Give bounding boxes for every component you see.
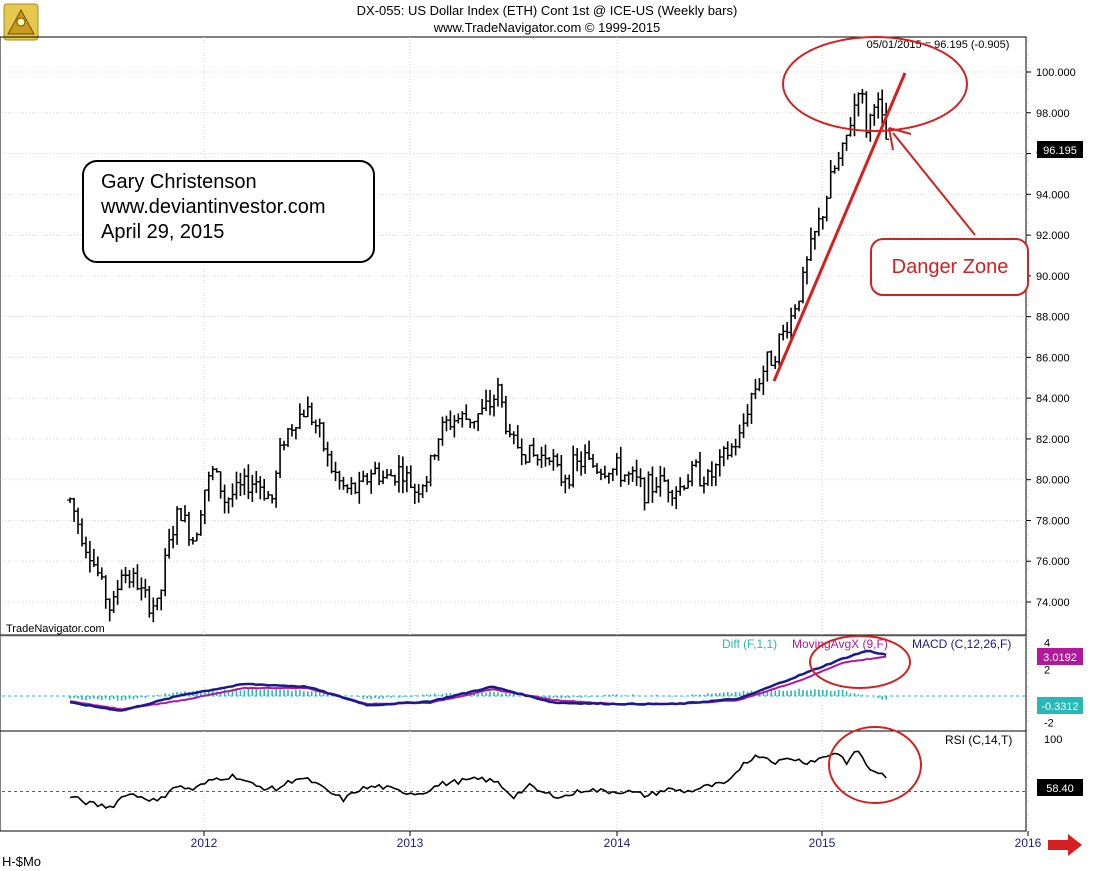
x-tick-label: 2012 — [191, 836, 218, 850]
price-tick-label: 82.000 — [1036, 434, 1070, 446]
diff-value: -0.3312 — [1041, 701, 1078, 713]
price-bars — [67, 88, 890, 623]
rsi-value: 58.40 — [1046, 783, 1074, 795]
macd-signal-legend: MovingAvgX (9,F) — [792, 637, 888, 651]
grid-layer — [2, 37, 1029, 831]
footer-symbol: H-$Mo — [2, 854, 41, 869]
rsi-legend: RSI (C,14,T) — [945, 733, 1012, 747]
rsi-line — [69, 750, 887, 809]
price-tick-label: 74.000 — [1036, 597, 1070, 609]
x-tick-label: 2013 — [397, 836, 424, 850]
price-tick-label: 94.000 — [1036, 189, 1070, 201]
price-tick-label: 78.000 — [1036, 515, 1070, 527]
author-date: April 29, 2015 — [101, 221, 224, 243]
macd-layer: -2 2 4 — [2, 638, 1054, 730]
scroll-right-arrow-icon[interactable] — [1048, 834, 1082, 856]
last-quote-label: 05/01/2015 = 96.195 (-0.905) — [867, 39, 1010, 51]
macd-tick-label: 4 — [1044, 638, 1050, 650]
x-axis: 2012 2013 2014 2015 2016 — [191, 831, 1042, 850]
price-tick-label: 90.000 — [1036, 271, 1070, 283]
danger-arrow-shaft — [892, 132, 976, 236]
macd-line — [69, 649, 887, 712]
trade-navigator-logo — [3, 3, 39, 41]
danger-arrow-head — [888, 127, 912, 151]
macd-tick-label: 2 — [1044, 664, 1050, 676]
diff-value-badge: -0.3312 — [1037, 697, 1083, 714]
chart-subtitle: www.TradeNavigator.com © 1999-2015 — [433, 20, 661, 35]
macd-signal-line — [70, 655, 887, 711]
danger-zone-label: Danger Zone — [892, 256, 1009, 278]
price-last-value: 96.195 — [1043, 145, 1077, 157]
x-tick-label: 2015 — [809, 836, 836, 850]
price-tick-label: 80.000 — [1036, 475, 1070, 487]
rsi-tick-label: 100 — [1044, 734, 1062, 746]
chart-title: DX-055: US Dollar Index (ETH) Cont 1st @… — [357, 3, 738, 18]
author-annotation-box: Gary Christenson www.deviantinvestor.com… — [82, 160, 375, 263]
author-website: www.deviantinvestor.com — [100, 196, 326, 218]
price-tick-label: 98.000 — [1036, 108, 1070, 120]
price-last-value-badge: 96.195 — [1037, 141, 1083, 158]
danger-zone-box — [870, 238, 1029, 296]
price-tick-label: 84.000 — [1036, 393, 1070, 405]
price-tick-label: 86.000 — [1036, 352, 1070, 364]
uptrend-line — [772, 72, 907, 382]
macd-tick-label: -2 — [1044, 718, 1054, 730]
rsi-value-badge: 58.40 — [1037, 779, 1083, 796]
macd-value: 3.0192 — [1043, 652, 1077, 664]
price-top-circle — [782, 36, 968, 132]
macd-legend: MACD (C,12,26,F) — [912, 637, 1011, 651]
x-tick-label: 2016 — [1015, 836, 1042, 850]
price-tick-label: 92.000 — [1036, 230, 1070, 242]
x-tick-label: 2014 — [604, 836, 631, 850]
price-tick-label: 100.000 — [1036, 67, 1076, 79]
macd-diff-legend: Diff (F,1,1) — [722, 637, 777, 651]
red-annotations: Danger Zone — [772, 36, 1029, 804]
price-tick-label: 76.000 — [1036, 556, 1070, 568]
author-name: Gary Christenson — [101, 171, 257, 193]
price-tick-label: 88.000 — [1036, 312, 1070, 324]
rsi-circle — [828, 726, 922, 804]
watermark: TradeNavigator.com — [6, 623, 105, 635]
macd-circle — [809, 635, 911, 689]
macd-value-badge: 3.0192 — [1037, 648, 1083, 665]
